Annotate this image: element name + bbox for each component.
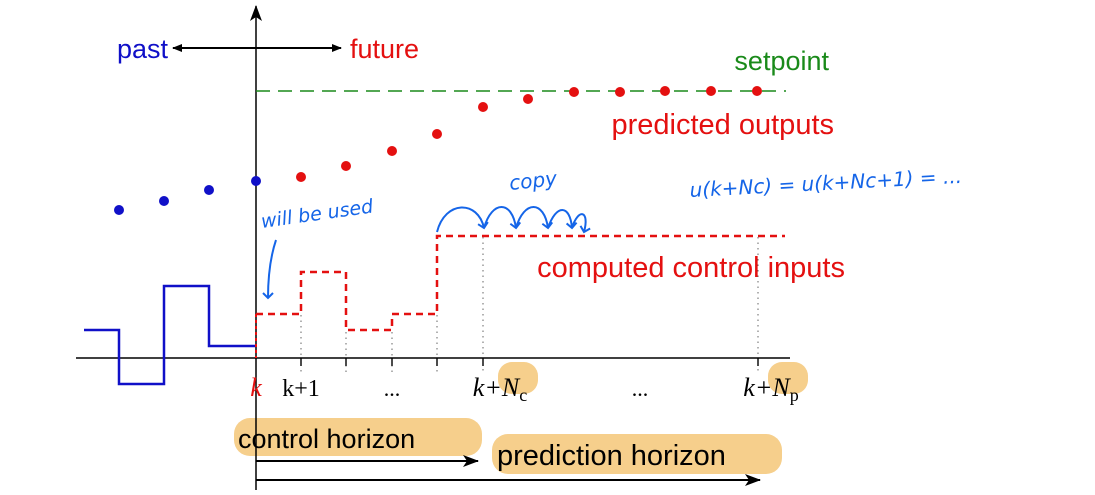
highlight-nc [498,362,538,394]
past-label: past [117,34,169,64]
predicted-output-point [615,87,625,97]
predicted-output-point [432,129,442,139]
tick-label-k-plus-np: k+Np [743,373,798,405]
predicted-output-point [569,87,579,97]
setpoint-label: setpoint [734,46,829,76]
predicted-output-point [387,146,397,156]
predicted-output-point [341,161,351,171]
copy-note: copy [508,166,559,195]
predicted-outputs [296,86,762,182]
tick-label-k-plus-nc: k+Nc [473,373,527,405]
computed-control-input [256,234,785,332]
will-be-used-arrow [262,239,277,300]
past-control-input [84,284,256,386]
future-label: future [350,34,419,64]
predicted-output-point [706,86,716,96]
highlight-np [768,362,808,394]
tick-label-dots-1: ... [384,376,401,401]
computed-control-inputs-label: computed control inputs [537,252,845,284]
past-output-point [159,196,169,206]
past-outputs [114,176,261,215]
highlight-prediction-horizon [492,434,782,474]
predicted-output-point [523,94,533,104]
predicted-output-point [660,86,670,96]
highlight-control-horizon [234,418,482,456]
predicted-output-point [478,102,488,112]
predicted-output-point [752,86,762,96]
tick-label-k-plus-1: k+1 [282,376,320,402]
control-horizon-label: control horizon [238,424,415,454]
equation-note: u(k+Nc) = u(k+Nc+1) = ... [689,164,963,202]
prediction-horizon-label: prediction horizon [497,440,726,472]
predicted-outputs-label: predicted outputs [612,109,834,141]
past-output-point [114,205,124,215]
copy-loops-icon [436,206,591,234]
predicted-output-point [296,172,306,182]
past-output-point [251,176,261,186]
tick-label-dots-2: ... [632,376,649,401]
tick-label-k: k [250,373,262,402]
will-be-used-note: will be used [260,195,376,233]
past-output-point [204,185,214,195]
tick-marks [300,358,759,366]
